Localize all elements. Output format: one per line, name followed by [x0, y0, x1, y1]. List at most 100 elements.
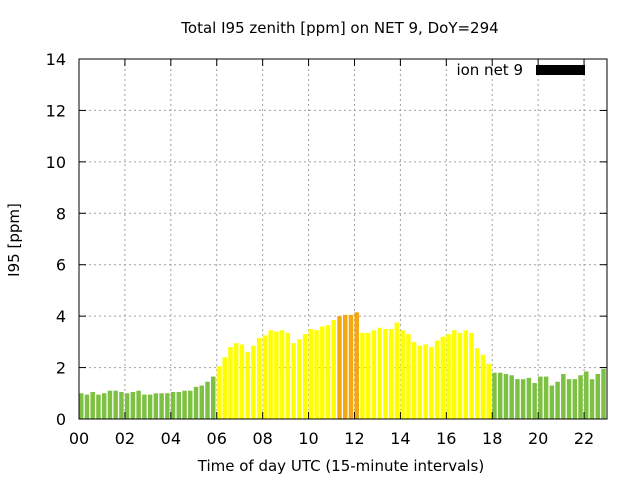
- bar: [251, 345, 256, 419]
- bar: [584, 371, 589, 419]
- bar: [302, 334, 308, 419]
- y-axis-title: I95 [ppm]: [5, 203, 23, 277]
- bar: [320, 326, 325, 419]
- bar: [394, 322, 400, 419]
- x-axis-title: Time of day UTC (15-minute intervals): [197, 457, 484, 475]
- bar: [486, 363, 491, 419]
- bar: [176, 392, 182, 419]
- bar: [480, 354, 486, 419]
- legend-label: ion net 9: [456, 61, 523, 79]
- bar: [159, 393, 164, 419]
- bar: [107, 390, 113, 419]
- bar: [411, 341, 417, 419]
- bar: [291, 343, 296, 419]
- y-tick-label: 14: [46, 50, 66, 69]
- bar: [543, 376, 549, 419]
- bar: [383, 329, 388, 419]
- bar: [136, 390, 141, 419]
- bar: [182, 390, 187, 419]
- x-tick-label: 22: [574, 429, 594, 448]
- bar: [406, 334, 411, 419]
- bar: [124, 393, 130, 419]
- bar: [354, 312, 359, 419]
- plot-frame: [78, 58, 608, 420]
- bar: [337, 316, 342, 419]
- bar: [365, 332, 371, 419]
- bar: [434, 340, 440, 419]
- bar: [130, 392, 136, 419]
- bar: [566, 379, 572, 419]
- bar: [595, 374, 600, 419]
- bar: [101, 393, 107, 419]
- bar: [90, 392, 95, 419]
- bar: [417, 345, 423, 419]
- y-tick-label: 10: [46, 153, 66, 172]
- bar: [526, 377, 532, 419]
- bar: [457, 332, 463, 419]
- bar: [388, 329, 394, 419]
- bar: [308, 329, 314, 419]
- bar: [79, 393, 84, 419]
- bar: [348, 314, 354, 419]
- bar: [429, 347, 434, 419]
- bar: [285, 332, 291, 419]
- legend: ion net 9: [456, 61, 585, 79]
- bar: [84, 394, 90, 419]
- bar: [475, 348, 480, 419]
- ticks: [78, 58, 607, 420]
- chart-title: Total I95 zenith [ppm] on NET 9, DoY=294: [180, 19, 498, 37]
- bar: [360, 332, 365, 419]
- bar: [463, 330, 468, 419]
- bar: [245, 352, 250, 419]
- bar: [377, 327, 382, 419]
- bar: [119, 392, 124, 419]
- legend-swatch: [536, 65, 585, 75]
- bar: [561, 374, 566, 419]
- x-tick-label: 12: [344, 429, 364, 448]
- x-tick-label: 20: [528, 429, 548, 448]
- x-tick-label: 16: [436, 429, 456, 448]
- bar: [371, 330, 377, 419]
- bar: [274, 331, 279, 419]
- bar: [279, 330, 285, 419]
- bar: [199, 385, 204, 419]
- bar: [520, 379, 526, 419]
- y-tick-label: 12: [46, 101, 66, 120]
- y-tick-label: 8: [56, 204, 66, 223]
- x-tick-label: 00: [69, 429, 89, 448]
- bars: [79, 312, 606, 419]
- bar: [113, 390, 118, 419]
- bar: [165, 393, 170, 419]
- bar: [256, 338, 262, 419]
- bar: [452, 330, 457, 419]
- bar: [509, 375, 514, 419]
- bar: [555, 381, 560, 419]
- bar: [423, 344, 428, 419]
- bar: [170, 392, 176, 419]
- bar: [297, 339, 302, 419]
- bar: [440, 336, 446, 419]
- bar: [492, 372, 497, 419]
- bar: [222, 357, 227, 419]
- grid: [79, 59, 607, 419]
- y-tick-label: 2: [56, 359, 66, 378]
- bar: [325, 325, 331, 419]
- bar: [205, 381, 210, 419]
- bar: [601, 368, 606, 419]
- bar: [96, 394, 101, 419]
- bar: [578, 375, 583, 419]
- bar: [228, 347, 233, 419]
- x-tick-label: 10: [298, 429, 318, 448]
- bar: [314, 330, 319, 419]
- x-tick-label: 06: [207, 429, 227, 448]
- bar: [572, 379, 578, 419]
- bar: [538, 376, 543, 419]
- y-tick-label: 4: [56, 307, 66, 326]
- y-tick-label: 6: [56, 256, 66, 275]
- bar: [147, 394, 153, 419]
- bar: [239, 344, 245, 419]
- bar: [216, 366, 222, 419]
- bar: [497, 372, 503, 419]
- bar: [153, 393, 159, 419]
